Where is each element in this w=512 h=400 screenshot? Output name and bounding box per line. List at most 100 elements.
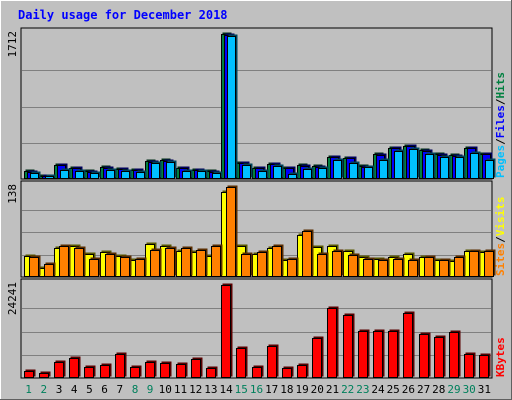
x-tick-label-day-30: 30 [463,383,476,396]
bar-kbytes-day-19 [297,365,307,378]
x-tick-label-day-8: 8 [132,383,139,396]
bar-kbytes-day-3 [54,362,64,378]
bar-pages-day-1 [30,173,39,179]
bar-kbytes-day-21 [327,308,337,378]
bar-kbytes-day-14 [221,285,231,378]
panel-legend: Pages/Files/Hits [494,72,507,178]
legend-entry: Sites [494,243,507,276]
bar-kbytes-day-27 [419,334,429,378]
bar-kbytes-day-31 [479,355,489,378]
bar-kbytes-day-23 [358,331,368,378]
bar-sites-day-13 [211,246,221,277]
bar-pages-day-20 [318,168,327,179]
bar-kbytes-day-10 [160,363,170,378]
bar-pages-day-25 [394,151,403,179]
bar-pages-day-9 [151,163,160,179]
x-tick-label-day-5: 5 [86,383,93,396]
x-tick-label-day-4: 4 [71,383,78,396]
x-tick-label-day-19: 19 [295,383,308,396]
bar-sites-day-19 [302,231,312,277]
bar-pages-day-8 [136,172,145,179]
legend-entry: Hits [494,72,507,99]
bar-pages-day-28 [440,157,449,179]
x-tick-label-day-24: 24 [371,383,385,396]
bar-sites-day-2 [44,264,54,277]
x-tick-label-day-10: 10 [159,383,172,396]
bar-pages-day-27 [425,154,434,179]
bar-pages-day-6 [106,170,115,179]
legend-separator: / [494,138,507,145]
bar-sites-day-29 [454,257,464,277]
x-tick-label-day-18: 18 [280,383,293,396]
bar-pages-day-5 [90,173,99,179]
x-tick-label-day-6: 6 [101,383,108,396]
bar-kbytes-day-28 [434,337,444,378]
bar-pages-day-10 [166,162,175,179]
legend-entry: Visits [494,197,507,237]
bar-pages-day-16 [258,171,267,179]
bar-sites-day-24 [378,260,388,277]
panel-legend: Sites/Visits [494,197,507,277]
bar-kbytes-day-15 [236,348,246,378]
bar-sites-day-20 [317,254,327,277]
bar-sites-day-27 [424,257,434,277]
legend-separator: / [494,98,507,105]
bar-sites-day-15 [241,254,251,277]
bar-kbytes-day-7 [115,354,125,378]
x-tick-label-day-25: 25 [387,383,400,396]
x-tick-label-day-1: 1 [25,383,32,396]
bar-sites-day-26 [408,260,418,277]
bar-kbytes-day-4 [69,358,79,378]
bar-kbytes-day-11 [176,364,186,378]
x-tick-label-day-23: 23 [356,383,369,396]
bar-sites-day-7 [120,257,130,277]
bar-pages-day-3 [60,170,69,179]
bar-kbytes-day-29 [449,332,459,378]
bar-kbytes-day-5 [84,367,94,378]
bar-pages-day-12 [197,171,206,179]
bar-kbytes-day-22 [343,315,353,378]
bar-pages-day-4 [75,171,84,179]
x-tick-label-day-2: 2 [40,383,47,396]
bar-pages-day-31 [485,160,494,179]
panel-max-label: 138 [6,184,19,204]
bar-kbytes-day-13 [206,368,216,378]
bar-sites-day-28 [439,260,449,277]
bar-sites-day-9 [150,250,160,277]
bar-kbytes-day-25 [388,331,398,378]
panel-visits-sites: 138 Sites/Visits [6,180,507,278]
bar-pages-day-7 [121,171,130,179]
bar-kbytes-day-18 [282,368,292,378]
bar-sites-day-31 [484,251,494,277]
bar-sites-day-8 [135,259,145,277]
x-tick-label-day-28: 28 [432,383,445,396]
bar-kbytes-day-16 [252,367,262,378]
bar-pages-day-13 [212,173,221,179]
bar-pages-day-29 [455,157,464,179]
legend-entry: Pages [494,145,507,178]
x-tick-label-day-21: 21 [326,383,339,396]
chart-panels: 1712Pages/Files/Hits138Sites/Visits24241… [6,27,507,379]
x-tick-label-day-12: 12 [189,383,202,396]
x-tick-label-day-11: 11 [174,383,187,396]
x-axis-labels: 1 2 3 4 5 6 7 8 9 10 11 12 13 14 15 16 17 18 19 20 21 22 23 24 2… [25,383,491,396]
bar-pages-day-15 [242,165,251,179]
bar-sites-day-10 [165,248,175,277]
bar-sites-day-17 [272,246,282,277]
legend-entry: KBytes [494,337,507,377]
panel-legend: KBytes [494,337,507,377]
legend-entry: Files [494,105,507,138]
bar-kbytes-day-6 [100,365,110,378]
bar-kbytes-day-8 [130,367,140,378]
bar-kbytes-day-1 [24,371,34,378]
x-tick-label-day-15: 15 [235,383,248,396]
x-tick-label-day-20: 20 [311,383,324,396]
bar-sites-day-30 [469,251,479,277]
bar-sites-day-4 [74,248,84,277]
bar-sites-day-18 [287,259,297,277]
bar-kbytes-day-9 [145,362,155,378]
bar-pages-day-21 [333,160,342,179]
x-tick-label-day-3: 3 [56,383,63,396]
x-tick-label-day-31: 31 [478,383,491,396]
